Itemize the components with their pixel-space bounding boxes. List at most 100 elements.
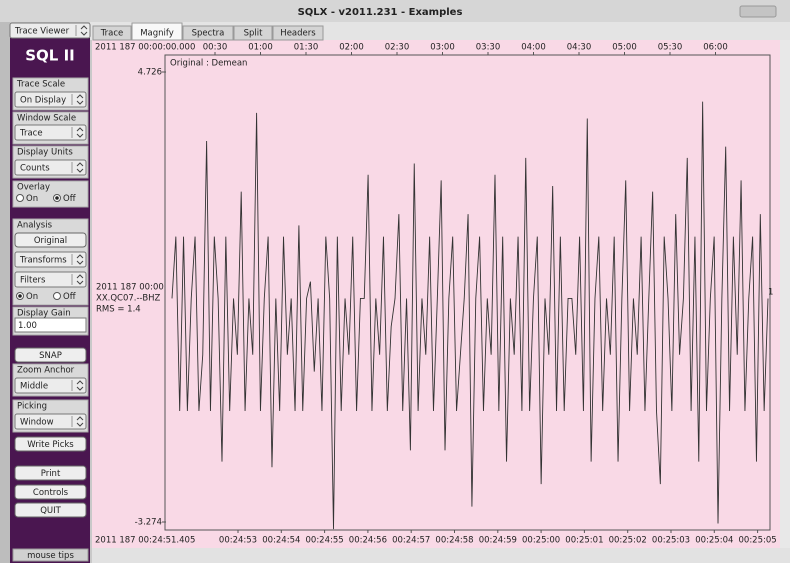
radio-label: Off	[63, 292, 77, 302]
group-label: Window Scale	[17, 114, 76, 124]
radio-dot	[55, 196, 59, 200]
top-tick-label: 01:00	[248, 43, 273, 53]
select[interactable]	[14, 413, 87, 430]
trace-info: 2011 187 00:00	[96, 283, 164, 293]
button-label: SNAP	[39, 351, 62, 361]
tab[interactable]	[272, 25, 324, 41]
top-tick-label: 02:30	[385, 43, 410, 53]
radio[interactable]	[53, 292, 61, 300]
tab-label: Spectra	[192, 29, 225, 39]
title-bar	[0, 0, 790, 22]
button[interactable]	[14, 484, 87, 500]
select-value: Window	[20, 418, 54, 428]
y-axis-label: 4.726	[138, 68, 162, 78]
select-arrow	[76, 162, 84, 173]
bottom-tick-label: 00:24:59	[479, 536, 517, 546]
button[interactable]	[14, 347, 87, 363]
trace-info: RMS = 1.4	[96, 305, 141, 315]
bottom-tick-label: 00:24:54	[262, 536, 300, 546]
group-label: Picking	[17, 402, 47, 412]
select-arrow	[76, 380, 84, 391]
app-title: SQL II	[25, 47, 75, 65]
mouse-tips: mouse tips	[27, 551, 74, 561]
bottom-tick-label: 00:24:58	[435, 536, 473, 546]
input-value: 1.00	[18, 321, 37, 331]
bottom-tick-label: 00:25:00	[522, 536, 560, 546]
bottom-tick-label: 00:24:56	[349, 536, 387, 546]
select[interactable]	[14, 159, 87, 176]
tab[interactable]	[182, 25, 234, 41]
annotation: Original : Demean	[170, 59, 247, 69]
radio-label: On	[26, 194, 38, 204]
select-value: On Display	[20, 96, 66, 106]
select-value: Counts	[20, 164, 50, 174]
tab-label: Trace	[100, 29, 124, 39]
bottom-tick-label: 00:25:04	[695, 536, 733, 546]
button-label: QUIT	[40, 506, 61, 516]
top-tick-label: 06:00	[703, 43, 728, 53]
bottom-tick-label: 00:24:55	[306, 536, 344, 546]
trace-info: XX.QC07.--BHZ	[96, 294, 161, 304]
group-label: Display Gain	[17, 309, 71, 319]
tab[interactable]	[92, 25, 132, 41]
tab-label: Headers	[280, 29, 316, 39]
select[interactable]	[9, 22, 91, 39]
select[interactable]	[14, 91, 87, 108]
top-tick-label: 03:00	[430, 43, 455, 53]
bottom-tick-label: 00:25:03	[652, 536, 690, 546]
window-title: SQLX - v2011.231 - Examples	[298, 7, 463, 18]
plot-area	[92, 40, 780, 548]
select-arrow	[76, 416, 84, 427]
tab-label: Magnify	[140, 29, 174, 39]
button-label: Original	[34, 236, 67, 246]
group-label: Display Units	[17, 148, 73, 158]
tab-label: Split	[244, 29, 264, 39]
button-label: Print	[41, 469, 61, 479]
select-value: Trace	[19, 129, 43, 139]
group-label: Trace Scale	[16, 80, 65, 90]
group-box	[12, 180, 89, 208]
background-window	[0, 22, 10, 563]
radio-label: Off	[63, 194, 77, 204]
bottom-tick-label: 00:24:57	[392, 536, 430, 546]
bottom-axis-start: 2011 187 00:24:51.405	[95, 536, 195, 546]
top-tick-label: 02:00	[339, 43, 364, 53]
select[interactable]	[14, 124, 87, 141]
radio-dot	[18, 294, 22, 298]
top-tick-label: 03:30	[476, 43, 501, 53]
top-tick-label: 04:00	[521, 43, 546, 53]
bottom-tick-label: 00:24:53	[219, 536, 257, 546]
group-label: Overlay	[17, 183, 50, 193]
tab[interactable]	[233, 25, 273, 41]
button[interactable]	[14, 436, 87, 452]
select-arrow	[76, 127, 84, 138]
bottom-tick-label: 00:25:02	[609, 536, 647, 546]
window-controls[interactable]	[739, 5, 777, 18]
bottom-tick-label: 00:25:05	[739, 536, 777, 546]
y-axis-label: -3.274	[135, 518, 162, 528]
group-label: Analysis	[17, 221, 53, 231]
button-label: Controls	[33, 488, 69, 498]
scroll-edge	[780, 40, 790, 548]
bottom-tick-label: 00:25:01	[565, 536, 603, 546]
plot-frame	[164, 54, 771, 531]
select[interactable]	[14, 377, 87, 394]
button[interactable]	[14, 232, 87, 248]
tab[interactable]	[131, 22, 183, 41]
radio[interactable]	[16, 194, 24, 202]
text-input[interactable]	[14, 317, 87, 333]
top-tick-label: 05:30	[658, 43, 683, 53]
select[interactable]	[14, 251, 87, 268]
button[interactable]	[14, 465, 87, 481]
group-label: Zoom Anchor	[17, 366, 75, 376]
trace-waveform	[171, 101, 769, 530]
select[interactable]	[14, 271, 87, 288]
top-tick-label: 01:30	[294, 43, 319, 53]
select-value: Trace Viewer	[14, 27, 70, 37]
button-label: Write Picks	[27, 440, 74, 450]
mouse-tips-bar[interactable]	[12, 548, 89, 562]
button[interactable]	[14, 502, 87, 518]
select-value: Filters	[20, 276, 46, 286]
top-tick-label: 05:00	[612, 43, 637, 53]
